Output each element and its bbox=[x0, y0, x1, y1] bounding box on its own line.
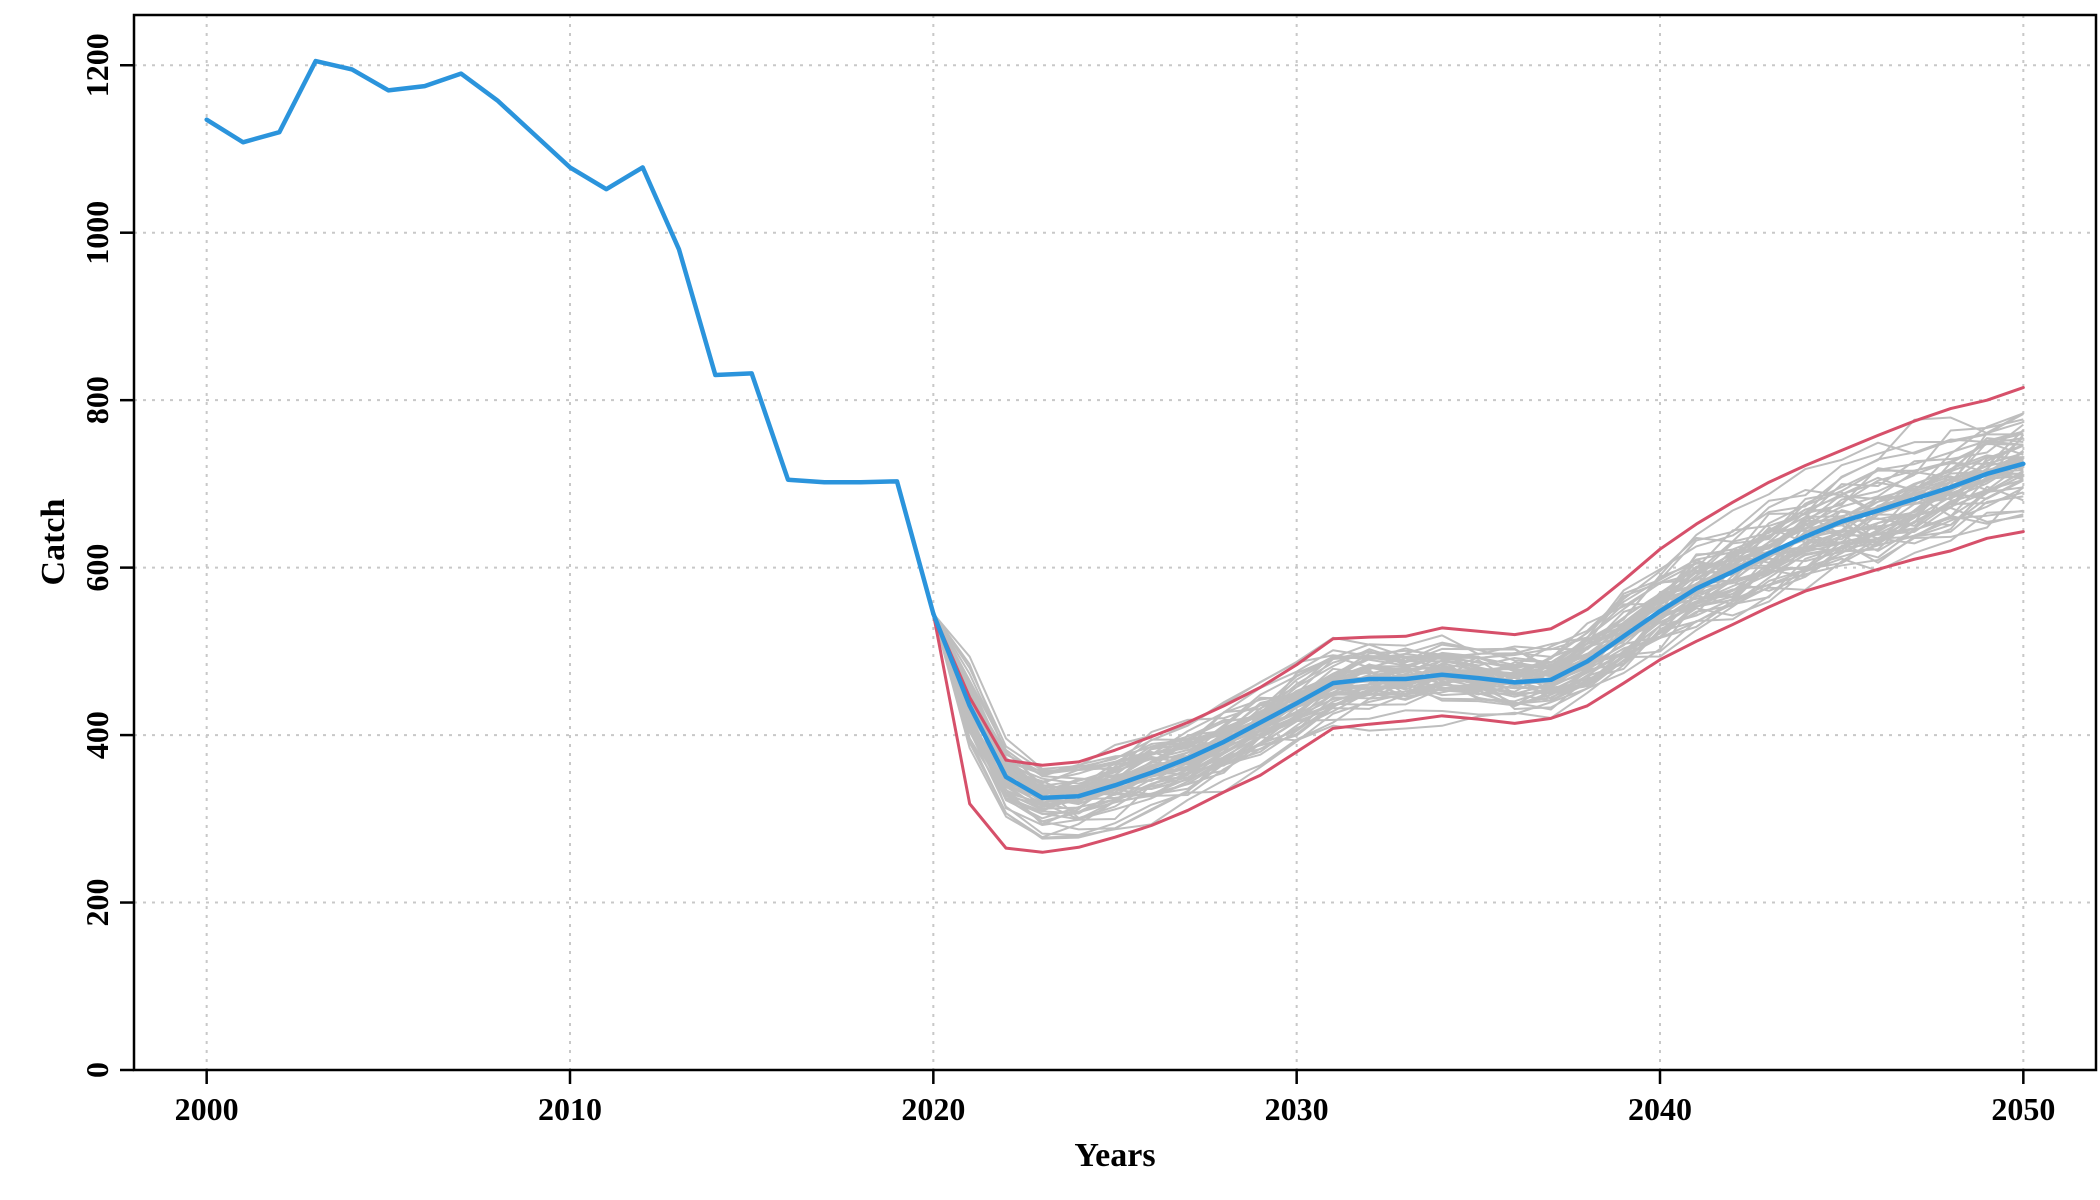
iteration-line bbox=[932, 454, 2024, 796]
iteration-line bbox=[932, 478, 2024, 821]
iteration-line bbox=[932, 467, 2024, 812]
x-tick-label: 2000 bbox=[175, 1091, 239, 1127]
x-tick-label: 2010 bbox=[538, 1091, 602, 1127]
x-tick-label: 2030 bbox=[1265, 1091, 1329, 1127]
iteration-lines bbox=[932, 412, 2025, 840]
iteration-line bbox=[932, 437, 2024, 790]
iteration-line bbox=[932, 418, 2024, 792]
y-tick-label: 1200 bbox=[79, 33, 115, 97]
plot-frame bbox=[132, 13, 2098, 1072]
projection-lower-line bbox=[931, 530, 2025, 854]
grid-lines bbox=[134, 15, 2096, 1071]
iteration-line bbox=[932, 450, 2024, 804]
y-tick-label: 600 bbox=[79, 544, 115, 592]
iteration-line bbox=[932, 444, 2024, 806]
iteration-line bbox=[932, 450, 2024, 791]
iteration-line bbox=[932, 510, 2024, 807]
iteration-line bbox=[932, 443, 2024, 785]
y-tick-label: 200 bbox=[79, 879, 115, 927]
y-tick-label: 400 bbox=[79, 711, 115, 759]
iteration-line bbox=[932, 429, 2025, 820]
y-axis-label: Catch bbox=[35, 498, 72, 585]
series-lines bbox=[204, 58, 2026, 854]
iteration-line bbox=[932, 494, 2024, 794]
x-tick-label: 2050 bbox=[1991, 1091, 2055, 1127]
x-axis-label: Years bbox=[1074, 1137, 1155, 1174]
iteration-line bbox=[932, 438, 2024, 776]
y-tick-label: 1000 bbox=[79, 201, 115, 265]
iteration-line bbox=[932, 412, 2024, 772]
x-tick-label: 2020 bbox=[901, 1091, 965, 1127]
iteration-line bbox=[932, 460, 2024, 793]
iteration-line bbox=[932, 423, 2024, 775]
y-tick-label: 800 bbox=[79, 376, 115, 424]
iteration-line bbox=[932, 457, 2024, 795]
projection-median-line bbox=[931, 461, 2026, 801]
iteration-line bbox=[932, 485, 2024, 823]
y-tick-label: 0 bbox=[79, 1062, 115, 1078]
y-axis: 0 200 400 600 800 1000 1200 bbox=[79, 33, 134, 1078]
projection-upper-line bbox=[931, 386, 2025, 767]
iteration-line bbox=[932, 416, 2024, 772]
x-tick-label: 2040 bbox=[1628, 1091, 1692, 1127]
x-axis: 2000 2010 2020 2030 2040 2050 bbox=[175, 1070, 2055, 1127]
iteration-line bbox=[932, 440, 2024, 793]
historical-line bbox=[204, 58, 936, 616]
iteration-line bbox=[932, 430, 2024, 774]
iteration-line bbox=[932, 458, 2024, 827]
